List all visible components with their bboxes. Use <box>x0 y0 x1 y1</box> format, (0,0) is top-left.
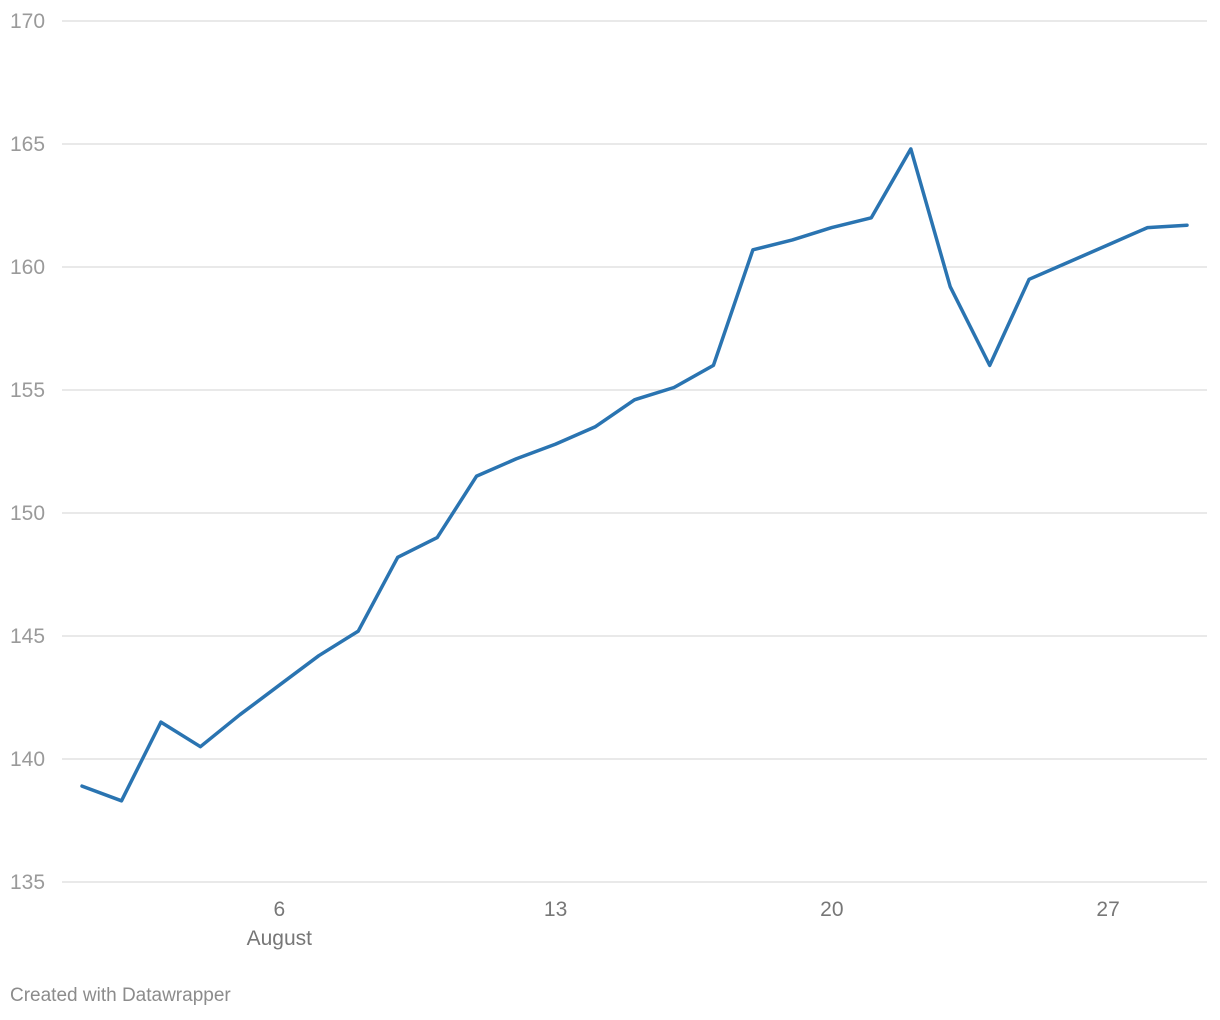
y-tick-label-165: 165 <box>10 133 45 156</box>
y-tick-label-145: 145 <box>10 625 45 648</box>
y-tick-label-135: 135 <box>10 871 45 894</box>
gridlines <box>62 20 1207 883</box>
y-tick-label-160: 160 <box>10 256 45 279</box>
x-tick-label-27: 27 <box>1096 898 1119 921</box>
y-tick-label-140: 140 <box>10 748 45 771</box>
x-tick-label-20: 20 <box>820 898 843 921</box>
series-line-1 <box>80 147 1189 803</box>
y-tick-label-150: 150 <box>10 502 45 525</box>
x-tick-label-6: 6 <box>273 898 285 921</box>
y-axis-tick-labels: 135 140 145 150 155 160 165 170 <box>10 10 45 894</box>
x-axis-tick-labels: 6 August 13 20 27 <box>247 898 1120 950</box>
credit-text: Created with Datawrapper <box>10 985 231 1006</box>
y-tick-label-155: 155 <box>10 379 45 402</box>
series-lines <box>80 147 1189 803</box>
line-chart: 135 140 145 150 155 160 165 170 6 August 13 20 27 <box>10 10 1207 950</box>
x-tick-label-13: 13 <box>544 898 567 921</box>
x-tick-sublabel-august: August <box>247 927 313 950</box>
y-tick-label-170: 170 <box>10 10 45 33</box>
